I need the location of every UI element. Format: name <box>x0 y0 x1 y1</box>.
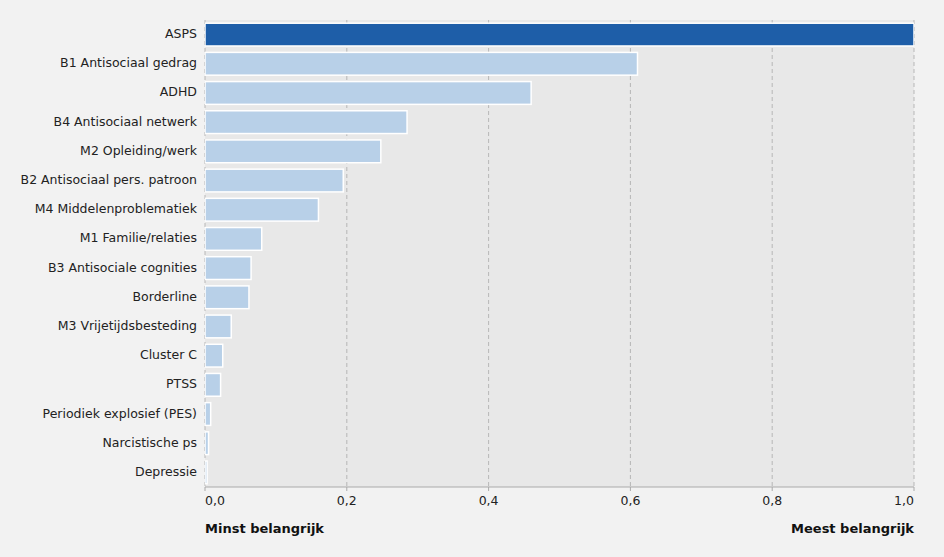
axis-annotation: Minst belangrijk <box>205 521 324 536</box>
bar <box>205 228 262 251</box>
category-label: Narcistische ps <box>102 435 197 450</box>
category-label: M2 Opleiding/werk <box>80 143 198 158</box>
bar <box>205 432 209 455</box>
bar <box>205 373 221 396</box>
bar <box>205 140 381 163</box>
annotations: Minst belangrijk Meest belangrijk <box>205 521 914 536</box>
axis-line <box>205 487 914 488</box>
category-label: Cluster C <box>140 347 197 362</box>
category-label: ADHD <box>160 84 197 99</box>
category-label: M3 Vrijetijdsbesteding <box>58 318 197 333</box>
grid-line <box>630 20 631 487</box>
tick-mark <box>488 487 489 491</box>
grid-line <box>914 20 915 487</box>
tick-mark <box>772 487 773 491</box>
tick-label: 0,4 <box>479 493 499 508</box>
bar <box>205 403 211 426</box>
tick-label: 0,2 <box>337 493 357 508</box>
x-axis: 0,0 0,2 0,4 0,6 0,8 1,0 <box>205 487 914 508</box>
category-label: Periodiek explosief (PES) <box>43 406 197 421</box>
tick-label: 0,8 <box>762 493 782 508</box>
category-label: Depressie <box>135 464 197 479</box>
axis-annotation: Meest belangrijk <box>791 521 914 536</box>
category-label: B4 Antisociaal netwerk <box>54 114 198 129</box>
category-label: B2 Antisociaal pers. patroon <box>21 172 197 187</box>
category-label: Borderline <box>133 289 198 304</box>
bar <box>205 198 318 221</box>
category-label: B3 Antisociale cognities <box>48 260 197 275</box>
tick-mark <box>630 487 631 491</box>
category-label: M4 Middelenproblematiek <box>35 201 198 216</box>
bar <box>205 111 407 134</box>
y-axis: Depressie Narcistische ps Periodiek explos… <box>21 26 198 479</box>
chart: Depressie Narcistische ps Periodiek explos… <box>0 0 944 557</box>
bar <box>205 52 637 75</box>
bar <box>205 82 531 105</box>
bar <box>205 169 343 192</box>
tick-label: 1,0 <box>894 493 914 508</box>
category-label: B1 Antisociaal gedrag <box>60 55 197 70</box>
bar <box>205 461 207 484</box>
plot-background <box>205 20 914 487</box>
bar <box>205 23 914 46</box>
category-label: M1 Familie/relaties <box>80 230 197 245</box>
tick-label: 0,0 <box>205 493 225 508</box>
bar <box>205 315 231 338</box>
grid <box>205 20 914 487</box>
tick-label: 0,6 <box>620 493 640 508</box>
category-label: PTSS <box>166 376 197 391</box>
tick-mark <box>914 487 915 491</box>
bars <box>205 23 914 484</box>
bar <box>205 257 251 280</box>
category-label: ASPS <box>165 26 197 41</box>
grid-line <box>772 20 773 487</box>
bar <box>205 286 249 309</box>
bar <box>205 344 223 367</box>
tick-mark <box>346 487 347 491</box>
chart-container: Depressie Narcistische ps Periodiek explos… <box>0 0 944 557</box>
tick-mark <box>205 487 206 491</box>
